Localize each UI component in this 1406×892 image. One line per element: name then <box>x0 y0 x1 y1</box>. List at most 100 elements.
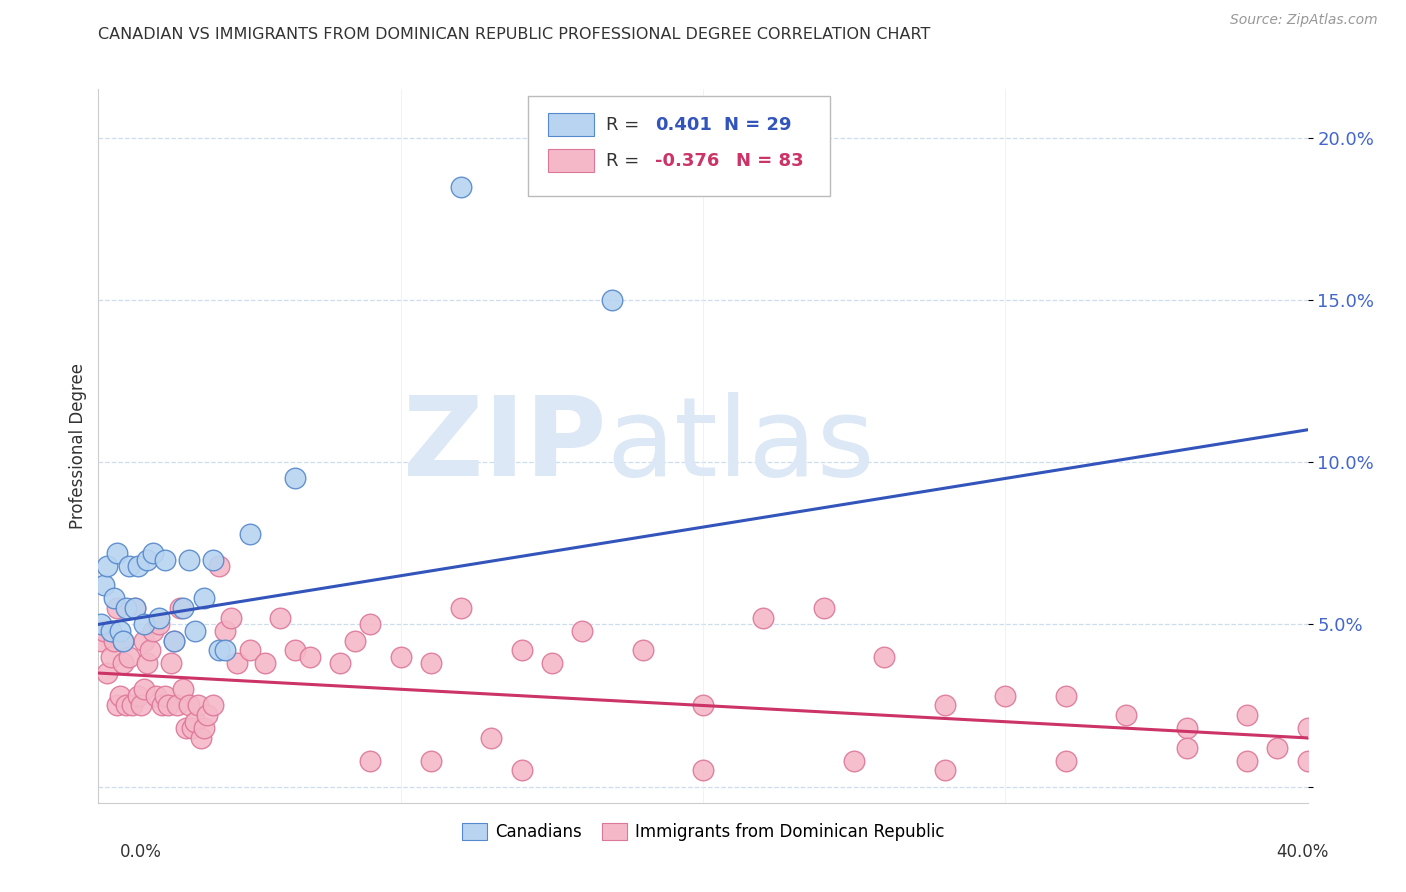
Point <box>142 546 165 560</box>
Point <box>108 624 131 638</box>
Point <box>179 552 201 566</box>
Point <box>631 643 654 657</box>
Point <box>540 657 562 671</box>
Text: ZIP: ZIP <box>404 392 606 500</box>
Point <box>239 643 262 657</box>
Point <box>132 633 155 648</box>
Point <box>111 633 134 648</box>
Point <box>114 601 136 615</box>
Point <box>127 559 149 574</box>
Point <box>184 624 207 638</box>
Point <box>450 601 472 615</box>
Text: 40.0%: 40.0% <box>1277 843 1329 861</box>
Point <box>389 649 412 664</box>
Point <box>1115 708 1137 723</box>
Point <box>135 552 157 566</box>
Point <box>844 754 866 768</box>
Point <box>90 617 112 632</box>
Point <box>93 624 115 638</box>
Point <box>571 624 593 638</box>
Point <box>692 698 714 713</box>
Point <box>118 559 141 574</box>
Text: N = 29: N = 29 <box>724 116 792 134</box>
Text: R =: R = <box>606 116 645 134</box>
Point <box>344 633 367 648</box>
Point <box>481 731 503 745</box>
Point <box>121 698 143 713</box>
Point <box>208 559 231 574</box>
Text: 0.401: 0.401 <box>655 116 711 134</box>
Text: R =: R = <box>606 152 645 169</box>
Point <box>105 698 128 713</box>
Point <box>156 698 179 713</box>
Point <box>172 682 194 697</box>
Point <box>148 611 170 625</box>
Point <box>450 179 472 194</box>
Point <box>105 546 128 560</box>
Point <box>934 698 956 713</box>
Point <box>163 633 186 648</box>
Point <box>93 578 115 592</box>
Point <box>1054 754 1077 768</box>
Point <box>105 601 128 615</box>
Point <box>510 643 533 657</box>
Point <box>169 601 191 615</box>
Point <box>202 698 225 713</box>
Text: -0.376: -0.376 <box>655 152 718 169</box>
Y-axis label: Professional Degree: Professional Degree <box>69 363 87 529</box>
FancyBboxPatch shape <box>548 113 595 136</box>
Point <box>510 764 533 778</box>
Point <box>692 764 714 778</box>
Text: CANADIAN VS IMMIGRANTS FROM DOMINICAN REPUBLIC PROFESSIONAL DEGREE CORRELATION C: CANADIAN VS IMMIGRANTS FROM DOMINICAN RE… <box>98 27 931 42</box>
Point <box>360 754 382 768</box>
Point <box>813 601 835 615</box>
Text: 0.0%: 0.0% <box>120 843 162 861</box>
Point <box>221 611 243 625</box>
Point <box>166 698 188 713</box>
Point <box>181 721 204 735</box>
Point <box>100 624 122 638</box>
Text: Source: ZipAtlas.com: Source: ZipAtlas.com <box>1230 13 1378 28</box>
Point <box>103 633 125 648</box>
Point <box>284 643 307 657</box>
Point <box>253 657 276 671</box>
Point <box>172 601 194 615</box>
Point <box>148 617 170 632</box>
Point <box>114 698 136 713</box>
Point <box>420 754 443 768</box>
Point <box>150 698 173 713</box>
Point <box>1175 721 1198 735</box>
Point <box>202 552 225 566</box>
Point <box>214 624 236 638</box>
Point <box>179 698 201 713</box>
Point <box>103 591 125 606</box>
FancyBboxPatch shape <box>548 149 595 172</box>
Point <box>195 708 218 723</box>
Point <box>174 721 197 735</box>
Point <box>193 721 215 735</box>
Point <box>96 559 118 574</box>
Point <box>269 611 291 625</box>
Point <box>184 714 207 729</box>
Point <box>284 471 307 485</box>
Point <box>994 689 1017 703</box>
Point <box>1175 740 1198 755</box>
Point <box>360 617 382 632</box>
Point <box>132 682 155 697</box>
Point <box>873 649 896 664</box>
Text: N = 83: N = 83 <box>735 152 803 169</box>
Point <box>934 764 956 778</box>
Point <box>1267 740 1289 755</box>
Point <box>193 591 215 606</box>
Point <box>1236 754 1258 768</box>
Point <box>1236 708 1258 723</box>
Point <box>135 657 157 671</box>
Point <box>226 657 249 671</box>
Point <box>153 552 176 566</box>
Point <box>752 611 775 625</box>
Point <box>111 657 134 671</box>
Point <box>129 698 152 713</box>
Legend: Canadians, Immigrants from Dominican Republic: Canadians, Immigrants from Dominican Rep… <box>456 816 950 848</box>
Point <box>160 657 183 671</box>
Point <box>111 633 134 648</box>
